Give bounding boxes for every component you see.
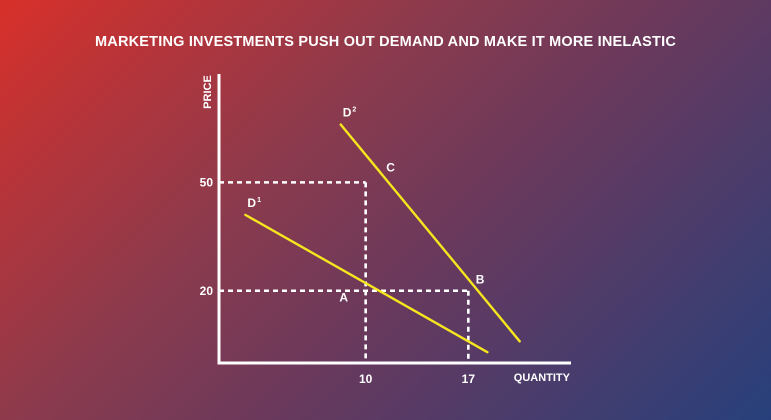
demand-curve-1 (244, 213, 489, 354)
series-label-2: D2 (343, 106, 357, 120)
y-tick-label-2: 50 (200, 175, 214, 189)
demand-curves (244, 123, 521, 354)
y-axis-label: PRICE (202, 75, 214, 109)
series-superscript-1: 1 (257, 197, 261, 204)
x-tick-label-1: 10 (359, 372, 373, 386)
series-superscript-2: 2 (352, 107, 356, 114)
demand-curve-2 (339, 123, 521, 343)
point-label-b: B (476, 273, 485, 287)
x-axis-label: QUANTITY (514, 372, 571, 384)
chart-title: MARKETING INVESTMENTS PUSH OUT DEMAND AN… (95, 34, 676, 50)
reference-lines (219, 181, 470, 363)
y-tick-label-1: 20 (200, 284, 214, 298)
axes (217, 74, 571, 365)
point-label-a: A (339, 291, 348, 305)
x-tick-label-2: 17 (462, 372, 476, 386)
point-label-c: C (386, 161, 395, 175)
series-label-1: D1 (247, 196, 261, 210)
